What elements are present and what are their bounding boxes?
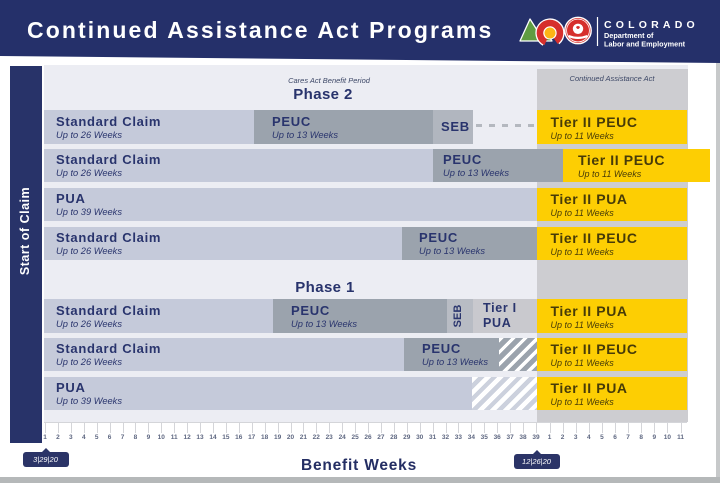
svg-text:Labor and Employment: Labor and Employment <box>604 40 686 49</box>
svg-text:Department of: Department of <box>604 31 654 40</box>
svg-text:COLORADO: COLORADO <box>604 19 696 31</box>
